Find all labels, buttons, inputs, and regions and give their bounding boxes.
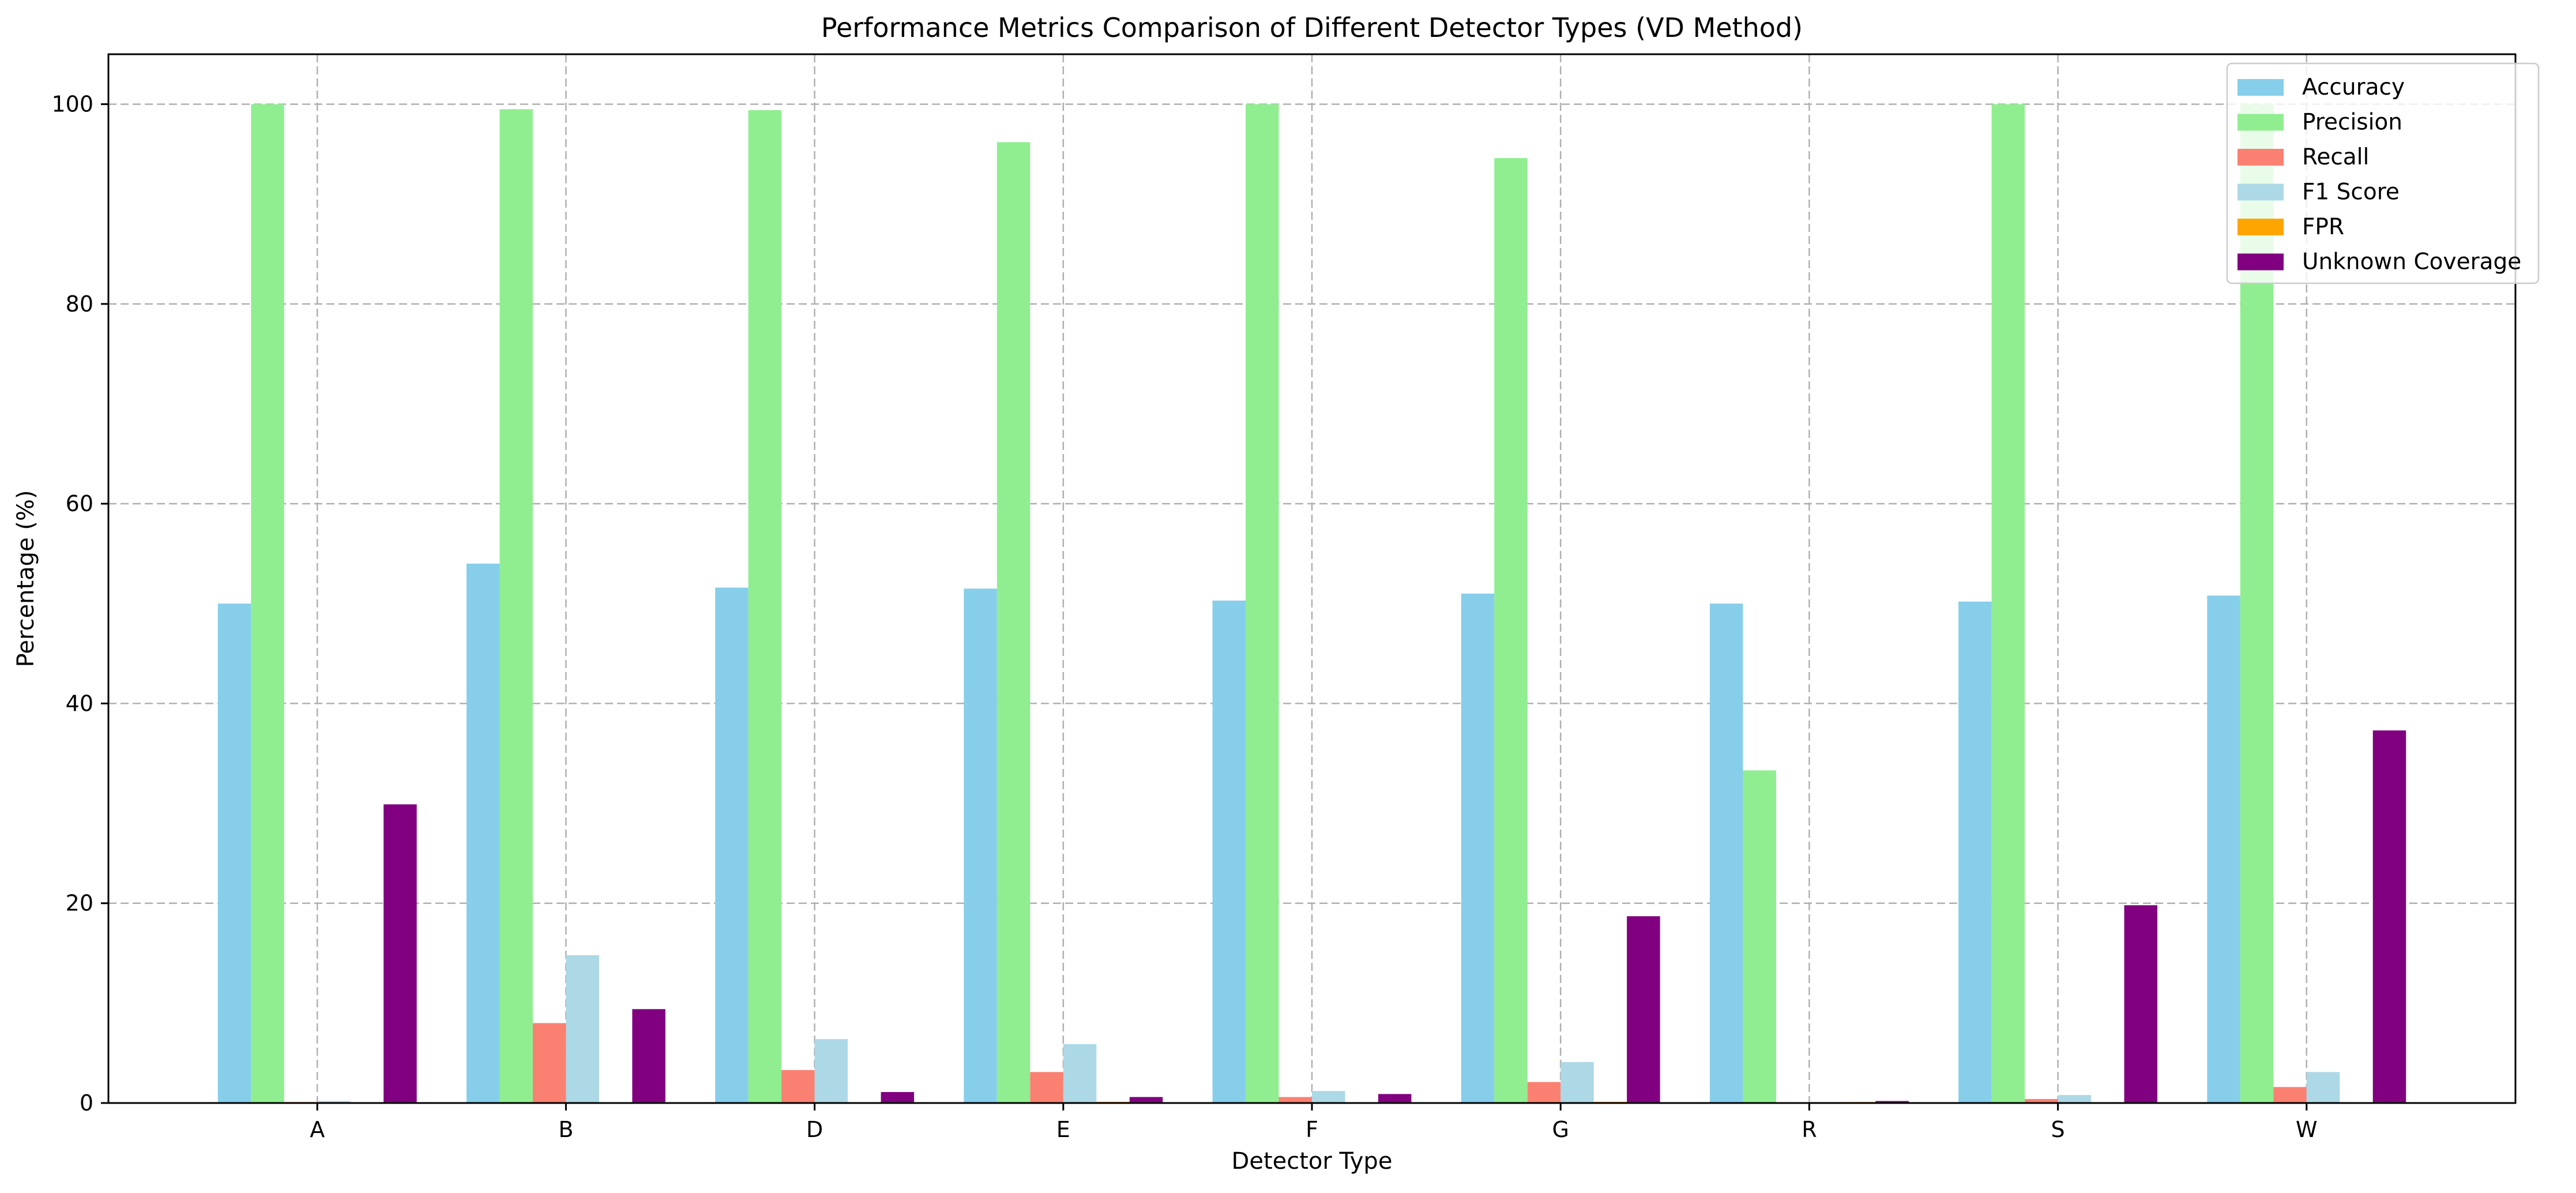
bar: [1494, 158, 1528, 1103]
bar: [1246, 104, 1279, 1104]
bar: [1312, 1091, 1345, 1103]
legend-label: FPR: [2302, 214, 2344, 240]
legend-label: F1 Score: [2302, 179, 2400, 205]
bar: [1461, 593, 1495, 1103]
bar: [1560, 1062, 1594, 1103]
bar: [1063, 1044, 1097, 1103]
bar: [217, 603, 251, 1103]
bar: [2372, 730, 2406, 1103]
y-tick-label: 100: [51, 92, 93, 117]
bar: [566, 955, 599, 1103]
x-tick-label: S: [2051, 1117, 2065, 1142]
legend-label: Unknown Coverage: [2302, 249, 2521, 275]
bar: [1030, 1072, 1063, 1103]
ticks-layer: 0 20 40 60 80 100 A B D E F G R S W: [51, 92, 2317, 1142]
bar: [1958, 601, 1992, 1103]
bar: [1527, 1082, 1561, 1103]
bar: [1743, 770, 1776, 1103]
bar: [632, 1009, 665, 1103]
x-tick-label: F: [1306, 1117, 1318, 1142]
bar: [2124, 905, 2158, 1103]
x-tick-label: W: [2296, 1117, 2318, 1142]
y-tick-label: 20: [66, 891, 93, 916]
bar: [1278, 1097, 1312, 1103]
bar: [2025, 1099, 2058, 1103]
legend-label: Accuracy: [2302, 74, 2405, 100]
bar: [2306, 1072, 2340, 1103]
bar: [1709, 603, 1743, 1103]
y-tick-label: 0: [80, 1090, 93, 1116]
bar: [1212, 601, 1246, 1103]
legend-swatch: [2237, 149, 2284, 166]
bar: [1378, 1094, 1412, 1103]
bar: [317, 1101, 351, 1103]
bar: [2058, 1095, 2092, 1103]
legend-swatch: [2237, 114, 2284, 131]
y-tick-label: 40: [66, 691, 93, 716]
bar: [2207, 595, 2240, 1103]
bar: [383, 804, 417, 1103]
legend-swatch: [2237, 79, 2284, 96]
chart-title: Performance Metrics Comparison of Differ…: [821, 12, 1803, 43]
x-tick-label: B: [558, 1117, 573, 1142]
x-tick-label: G: [1552, 1117, 1569, 1142]
bar: [781, 1070, 815, 1103]
x-tick-label: E: [1056, 1117, 1070, 1142]
x-tick-label: D: [806, 1117, 823, 1142]
bar: [1129, 1097, 1163, 1103]
legend-swatch: [2237, 183, 2284, 201]
legend: Accuracy Precision Recall F1 Score FPR Unknow…: [2226, 62, 2540, 284]
bar: [964, 588, 997, 1103]
bar: [466, 564, 500, 1103]
x-tick-label: A: [310, 1117, 325, 1142]
bar: [715, 587, 749, 1103]
y-tick-label: 80: [66, 291, 93, 317]
bar: [2273, 1087, 2307, 1103]
bar: [251, 104, 284, 1104]
bars-layer: [217, 104, 2406, 1104]
bar: [996, 142, 1031, 1103]
bar: [499, 109, 533, 1104]
x-tick-label: R: [1802, 1117, 1817, 1142]
y-axis-label: Percentage (%): [13, 490, 39, 667]
bar: [532, 1023, 566, 1103]
x-axis-label: Detector Type: [1232, 1148, 1393, 1175]
y-tick-label: 60: [66, 491, 93, 516]
bar: [814, 1039, 848, 1103]
legend-swatch: [2237, 219, 2284, 235]
legend-label: Precision: [2302, 110, 2402, 136]
bar: [881, 1091, 915, 1103]
legend-box: [2226, 62, 2540, 284]
bar: [1627, 916, 1660, 1103]
legend-label: Recall: [2302, 144, 2369, 170]
bar: [1991, 104, 2025, 1104]
bar: [748, 110, 782, 1104]
legend-swatch: [2237, 253, 2284, 271]
bar: [1875, 1101, 1909, 1103]
